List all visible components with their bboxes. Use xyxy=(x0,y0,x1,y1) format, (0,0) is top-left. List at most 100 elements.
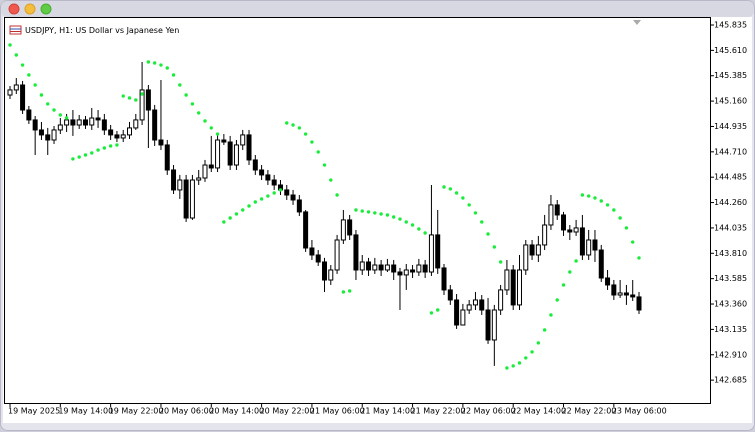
sar-dot xyxy=(612,208,616,212)
sar-dot xyxy=(134,98,138,102)
candle-body xyxy=(403,269,409,276)
candle-body xyxy=(516,269,522,306)
sar-dot xyxy=(215,132,220,136)
candle-body xyxy=(127,127,133,136)
sar-dot xyxy=(492,245,497,249)
candle-body xyxy=(171,169,177,191)
sar-dot xyxy=(171,73,176,77)
x-tick-label: 22 May 14:00 xyxy=(511,407,566,416)
sar-dot xyxy=(297,126,302,130)
sar-dot xyxy=(536,341,541,345)
candle-body xyxy=(510,269,516,306)
sar-dot xyxy=(77,155,81,159)
candle-body xyxy=(598,249,604,279)
x-tick-label: 19 May 22:00 xyxy=(109,407,164,416)
chart-background xyxy=(3,17,752,423)
candle-body xyxy=(7,89,13,96)
candle-body xyxy=(259,169,265,176)
sar-dot xyxy=(272,191,276,195)
sar-dot xyxy=(140,92,144,96)
candle-body xyxy=(535,244,541,256)
candle-body xyxy=(359,261,365,271)
y-tick-label: 144.260 xyxy=(714,198,747,207)
candle-body xyxy=(139,89,145,121)
sar-dot xyxy=(52,108,56,112)
sar-dot xyxy=(310,140,314,144)
candle-body xyxy=(177,179,183,191)
candle-body xyxy=(441,267,447,291)
sar-dot xyxy=(618,216,622,220)
candle-body xyxy=(378,264,384,271)
candle-body xyxy=(529,244,535,256)
sar-dot xyxy=(322,163,327,167)
candle-body xyxy=(328,269,334,281)
sar-dot xyxy=(341,290,346,294)
minimize-button[interactable] xyxy=(24,3,36,15)
x-tick-label: 20 May 14:00 xyxy=(209,407,264,416)
title-bar xyxy=(1,1,754,17)
candle-body xyxy=(636,296,642,311)
shift-marker xyxy=(633,20,641,25)
candle-body xyxy=(630,294,636,298)
x-tick-label: 21 May 06:00 xyxy=(310,407,365,416)
candle-body xyxy=(579,227,585,256)
x-tick-label: 21 May 22:00 xyxy=(411,407,466,416)
maximize-button[interactable] xyxy=(40,3,52,15)
sar-dot xyxy=(605,203,610,207)
candle-body xyxy=(82,119,88,126)
sar-dot xyxy=(524,356,528,360)
x-tick-label: 22 May 06:00 xyxy=(461,407,516,416)
sar-dot xyxy=(391,215,396,219)
chart-title: USDJPY, H1: US Dollar vs Japanese Yen xyxy=(25,26,179,35)
candle-body xyxy=(57,124,63,131)
sar-dot xyxy=(58,113,63,117)
candle-body xyxy=(567,229,573,233)
candle-body xyxy=(498,289,504,311)
candle-body xyxy=(64,119,70,126)
candle-body xyxy=(303,211,309,249)
sar-dot xyxy=(379,212,383,216)
sar-dot xyxy=(165,66,169,70)
candle-body xyxy=(573,227,579,233)
y-tick-label: 142.910 xyxy=(714,350,747,359)
sar-dot xyxy=(234,212,239,216)
candle-body xyxy=(183,179,189,219)
sar-dot xyxy=(454,191,459,195)
candle-body xyxy=(158,139,164,146)
sar-dot xyxy=(461,196,465,200)
sar-dot xyxy=(259,197,264,201)
candle-body xyxy=(466,304,472,311)
sar-dot xyxy=(580,193,585,197)
y-tick-label: 145.610 xyxy=(714,46,747,55)
sar-dot xyxy=(184,93,188,97)
candle-body xyxy=(202,164,208,179)
candle-body xyxy=(322,261,327,281)
candle-body xyxy=(605,277,611,286)
sar-dot xyxy=(568,270,572,274)
candle-body xyxy=(152,109,158,141)
sar-dot xyxy=(152,61,157,65)
candle-body xyxy=(221,139,227,143)
sar-dot xyxy=(33,83,37,87)
y-tick-label: 143.810 xyxy=(714,249,747,258)
candle-body xyxy=(548,204,554,226)
sar-dot xyxy=(266,194,270,198)
sar-dot xyxy=(247,204,251,208)
sar-dot xyxy=(486,232,490,236)
candle-body xyxy=(397,271,403,276)
x-tick-label: 22 May 22:00 xyxy=(562,407,617,416)
y-tick-label: 143.585 xyxy=(714,274,747,283)
candle-body xyxy=(45,134,51,141)
close-button[interactable] xyxy=(8,3,20,15)
sar-dot xyxy=(39,93,44,97)
candle-body xyxy=(472,299,478,306)
y-tick-label: 144.710 xyxy=(714,147,747,156)
candle-body xyxy=(391,264,397,273)
candle-body xyxy=(315,254,321,263)
sar-dot xyxy=(278,188,283,192)
candle-body xyxy=(227,141,233,166)
candle-body xyxy=(38,129,44,136)
sar-dot xyxy=(549,313,553,317)
sar-dot xyxy=(586,194,591,198)
